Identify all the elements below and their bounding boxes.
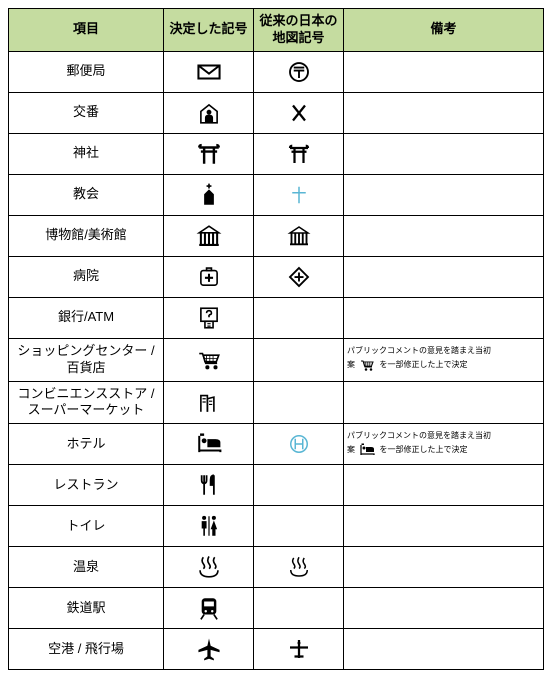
remark-cell <box>344 133 544 174</box>
remark-cell <box>344 51 544 92</box>
train-icon <box>164 588 254 629</box>
torii-icon <box>254 133 344 174</box>
onsen-icon <box>254 547 344 588</box>
toilet-icon <box>164 506 254 547</box>
hotel-icon <box>357 445 377 454</box>
table-row: 病院 <box>9 256 544 297</box>
item-cell: 郵便局 <box>9 51 164 92</box>
remark-cell <box>344 215 544 256</box>
cross-icon <box>254 174 344 215</box>
symbol-table: 項目 決定した記号 従来の日本の地図記号 備考 郵便局交番神社教会博物館/美術館… <box>8 8 544 670</box>
table-row: 銀行/ATM <box>9 297 544 338</box>
table-row: レストラン <box>9 465 544 506</box>
header-row: 項目 決定した記号 従来の日本の地図記号 備考 <box>9 9 544 52</box>
item-cell: 博物館/美術館 <box>9 215 164 256</box>
item-cell: 神社 <box>9 133 164 174</box>
item-cell: ショッピングセンター / 百貨店 <box>9 338 164 381</box>
item-cell: 鉄道駅 <box>9 588 164 629</box>
koban-x-icon <box>254 92 344 133</box>
post-envelope-icon <box>164 51 254 92</box>
table-row: トイレ <box>9 506 544 547</box>
remark-cell <box>344 629 544 670</box>
remark-text: 案 <box>347 445 355 454</box>
remark-cell <box>344 174 544 215</box>
header-new: 決定した記号 <box>164 9 254 52</box>
remark-cell: パブリックコメントの意見を踏まえ当初案 を一部修正した上で決定 <box>344 424 544 465</box>
empty-icon <box>254 297 344 338</box>
cart-icon <box>164 338 254 381</box>
table-row: 郵便局 <box>9 51 544 92</box>
table-row: コンビニエンスストア / スーパーマーケット <box>9 381 544 424</box>
remark-cell <box>344 547 544 588</box>
atm-icon <box>164 297 254 338</box>
restaurant-icon <box>164 465 254 506</box>
onsen-icon <box>164 547 254 588</box>
torii-icon <box>164 133 254 174</box>
conv-icon <box>164 381 254 424</box>
remark-cell <box>344 92 544 133</box>
remark-text: を一部修正した上で決定 <box>379 445 467 454</box>
item-cell: 銀行/ATM <box>9 297 164 338</box>
item-cell: 病院 <box>9 256 164 297</box>
table-row: 神社 <box>9 133 544 174</box>
remark-cell <box>344 297 544 338</box>
item-cell: レストラン <box>9 465 164 506</box>
remark-text: を一部修正した上で決定 <box>379 360 467 369</box>
empty-icon <box>254 338 344 381</box>
header-item: 項目 <box>9 9 164 52</box>
item-cell: 温泉 <box>9 547 164 588</box>
item-cell: 空港 / 飛行場 <box>9 629 164 670</box>
table-row: 鉄道駅 <box>9 588 544 629</box>
empty-icon <box>254 381 344 424</box>
museum-icon <box>164 215 254 256</box>
koban-new-icon <box>164 92 254 133</box>
empty-icon <box>254 465 344 506</box>
item-cell: 交番 <box>9 92 164 133</box>
remark-text: 案 <box>347 360 355 369</box>
cart-icon <box>357 360 377 369</box>
post-jp-icon <box>254 51 344 92</box>
museum-icon <box>254 215 344 256</box>
item-cell: トイレ <box>9 506 164 547</box>
table-row: ショッピングセンター / 百貨店 パブリックコメントの意見を踏まえ当初案 を一部修… <box>9 338 544 381</box>
hotel-old-icon <box>254 424 344 465</box>
table-row: 交番 <box>9 92 544 133</box>
hotel-icon <box>164 424 254 465</box>
table-row: 教会 <box>9 174 544 215</box>
remark-text: パブリックコメントの意見を踏まえ当初 <box>347 346 491 355</box>
remark-cell <box>344 506 544 547</box>
airplane-icon <box>164 629 254 670</box>
remark-cell <box>344 381 544 424</box>
remark-cell: パブリックコメントの意見を踏まえ当初案 を一部修正した上で決定 <box>344 338 544 381</box>
remark-cell <box>344 256 544 297</box>
header-remark: 備考 <box>344 9 544 52</box>
empty-icon <box>254 506 344 547</box>
hospital-old-icon <box>254 256 344 297</box>
hospital-new-icon <box>164 256 254 297</box>
header-old: 従来の日本の地図記号 <box>254 9 344 52</box>
airplane-old-icon <box>254 629 344 670</box>
remark-cell <box>344 588 544 629</box>
remark-text: パブリックコメントの意見を踏まえ当初 <box>347 431 491 440</box>
church-icon <box>164 174 254 215</box>
table-row: 空港 / 飛行場 <box>9 629 544 670</box>
item-cell: 教会 <box>9 174 164 215</box>
remark-cell <box>344 465 544 506</box>
item-cell: ホテル <box>9 424 164 465</box>
item-cell: コンビニエンスストア / スーパーマーケット <box>9 381 164 424</box>
empty-icon <box>254 588 344 629</box>
table-row: 博物館/美術館 <box>9 215 544 256</box>
table-row: ホテル パブリックコメントの意見を踏まえ当初案 を一部修正した上で決定 <box>9 424 544 465</box>
table-row: 温泉 <box>9 547 544 588</box>
